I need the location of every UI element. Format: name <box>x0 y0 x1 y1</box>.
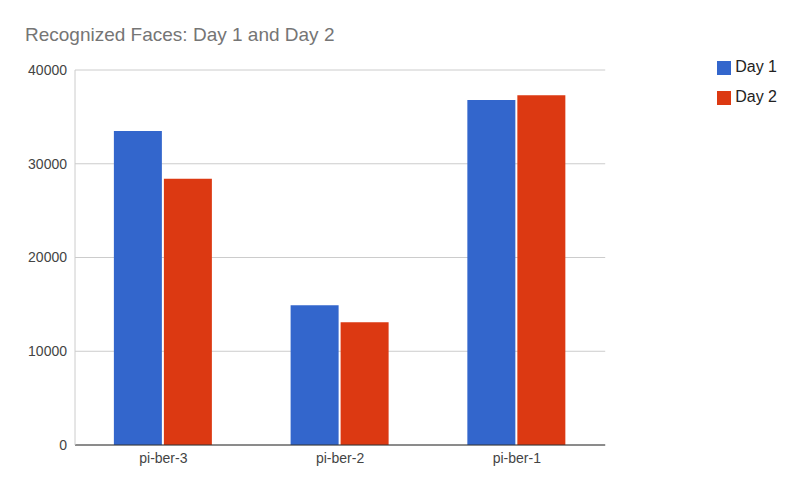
html-text:Recognized Faces: Day 1 and Da: Recognized Faces: Day 1 and Day 2 <box>25 24 335 45</box>
svg-text:40000: 40000 <box>28 62 67 78</box>
html-text:Day 2: Day 2 <box>735 88 777 105</box>
svg-text:20000: 20000 <box>28 249 67 265</box>
svg-text:0: 0 <box>59 437 67 453</box>
svg-text:pi-ber-1: pi-ber-1 <box>493 450 541 466</box>
svg-text:pi-ber-2: pi-ber-2 <box>316 450 364 466</box>
svg-text:30000: 30000 <box>28 156 67 172</box>
svg-text:pi-ber-3: pi-ber-3 <box>139 450 187 466</box>
html-text:Day 1: Day 1 <box>735 58 777 75</box>
svg-text:10000: 10000 <box>28 343 67 359</box>
